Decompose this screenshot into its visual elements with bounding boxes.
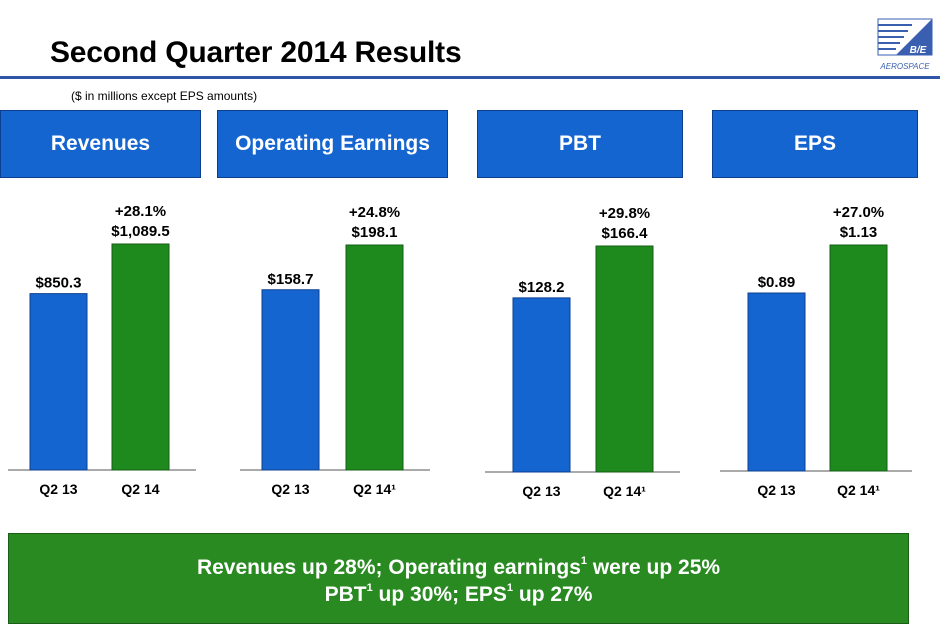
revenues-value-label-q2-14: $1,089.5 [111,223,169,240]
operating-earnings-category-label-q2-13: Q2 13 [271,481,309,497]
revenues-value-label-q2-13: $850.3 [36,275,82,292]
operating-earnings-value-label-q2-14: $198.1 [352,224,398,241]
eps-category-label-q2-13: Q2 13 [757,482,795,498]
summary-banner: Revenues up 28%; Operating earnings1 wer… [8,533,909,624]
eps-value-label-q2-14: $1.13 [840,224,878,241]
eps-growth-label: +27.0% [833,204,884,221]
operating-earnings-category-label-q2-14: Q2 14¹ [353,481,396,497]
eps-category-label-q2-14: Q2 14¹ [837,482,880,498]
summary-line-2: PBT1 up 30%; EPS1 up 27% [324,581,593,606]
operating-earnings-value-label-q2-13: $158.7 [268,271,314,288]
operating-earnings-bar-q2-14 [345,244,404,471]
pbt-category-label-q2-13: Q2 13 [522,483,560,499]
operating-earnings-growth-label: +24.8% [349,204,400,221]
revenues-header: Revenues [0,110,201,178]
eps-bar-q2-14 [829,244,888,472]
units-note: ($ in millions except EPS amounts) [71,89,258,103]
revenues-bar-q2-13 [29,293,88,471]
eps-header: EPS [712,110,918,178]
revenues-bar-q2-14 [111,243,170,471]
eps-value-label-q2-13: $0.89 [758,274,796,291]
pbt-value-label-q2-13: $128.2 [519,279,565,296]
eps-bar-q2-13 [747,292,806,472]
pbt-value-label-q2-14: $166.4 [602,225,649,242]
pbt-bar-q2-13 [512,297,571,473]
title-divider [0,76,940,79]
operating-earnings-header: Operating Earnings [217,110,448,178]
revenues-growth-label: +28.1% [115,203,166,220]
be-aerospace-logo: B/E AEROSPACE [877,18,933,71]
pbt-bar-q2-14 [595,245,654,473]
operating-earnings-bar-q2-13 [261,289,320,471]
summary-line-1: Revenues up 28%; Operating earnings1 wer… [196,554,721,579]
logo-subtext: AEROSPACE [879,62,930,71]
bar-charts: $850.3 $1,089.5 +28.1% Q2 13 Q2 14 $158.7 $198… [8,203,912,499]
slide-title: Second Quarter 2014 Results [50,36,462,69]
revenues-category-label-q2-13: Q2 13 [39,481,77,497]
pbt-category-label-q2-14: Q2 14¹ [603,483,646,499]
logo-text: B/E [910,45,927,56]
pbt-header: PBT [477,110,683,178]
revenues-category-label-q2-14: Q2 14 [121,481,159,497]
pbt-growth-label: +29.8% [599,205,650,222]
